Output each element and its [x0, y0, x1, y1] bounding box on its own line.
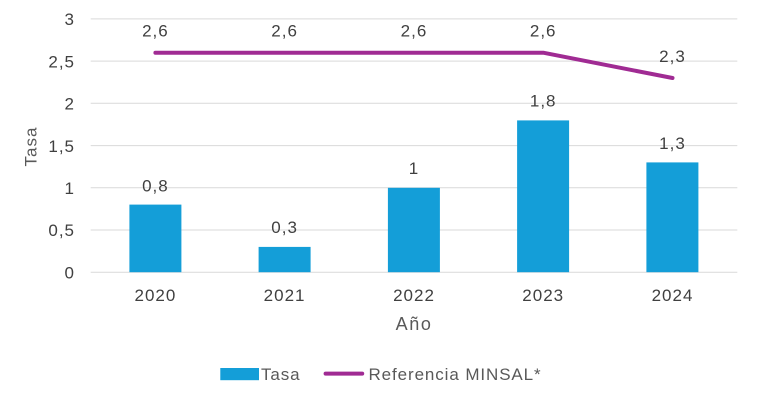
- svg-text:2,6: 2,6: [142, 21, 169, 40]
- svg-text:2023: 2023: [522, 286, 564, 305]
- svg-text:2: 2: [65, 95, 75, 114]
- svg-text:2022: 2022: [393, 286, 435, 305]
- svg-text:0,3: 0,3: [271, 218, 298, 237]
- svg-text:2021: 2021: [264, 286, 306, 305]
- svg-text:2,5: 2,5: [48, 52, 75, 71]
- svg-text:Tasa: Tasa: [22, 127, 41, 167]
- svg-text:Año: Año: [396, 314, 433, 334]
- svg-text:Tasa: Tasa: [261, 365, 301, 384]
- svg-text:2,3: 2,3: [659, 47, 686, 66]
- svg-text:1: 1: [409, 159, 419, 178]
- svg-text:2024: 2024: [652, 286, 694, 305]
- svg-text:1,3: 1,3: [659, 134, 686, 153]
- svg-text:0,5: 0,5: [48, 221, 75, 240]
- svg-text:1,5: 1,5: [48, 137, 75, 156]
- svg-text:1,8: 1,8: [530, 92, 557, 111]
- svg-text:2,6: 2,6: [530, 21, 557, 40]
- svg-text:1: 1: [65, 179, 75, 198]
- svg-text:0,8: 0,8: [142, 176, 169, 195]
- svg-text:Referencia MINSAL*: Referencia MINSAL*: [369, 365, 542, 384]
- svg-text:2,6: 2,6: [271, 21, 298, 40]
- svg-text:0: 0: [65, 263, 75, 282]
- svg-text:3: 3: [65, 10, 75, 29]
- svg-text:2020: 2020: [134, 286, 176, 305]
- svg-text:2,6: 2,6: [401, 21, 428, 40]
